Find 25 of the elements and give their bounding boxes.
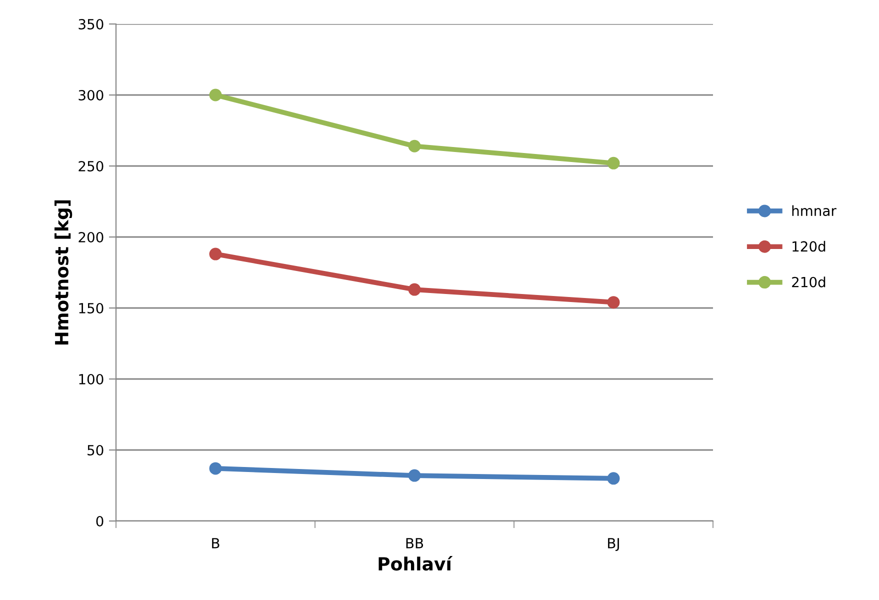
y-tick-label: 200 xyxy=(78,232,104,242)
legend-label: 120d xyxy=(792,240,826,252)
y-tick-label: 50 xyxy=(88,444,104,456)
point xyxy=(607,472,620,485)
point xyxy=(408,283,421,296)
point xyxy=(408,140,421,152)
y-tick-label: 150 xyxy=(79,302,104,314)
point xyxy=(209,462,222,475)
point xyxy=(607,296,620,309)
x-tick-label: BB xyxy=(406,538,424,548)
legend-label: hmnar xyxy=(792,205,836,216)
y-tick-label: 300 xyxy=(78,90,104,100)
x-tick-label: BJ xyxy=(608,538,619,551)
point xyxy=(408,469,421,482)
y-tick-label: 0 xyxy=(96,516,104,526)
legend-label: 210d xyxy=(792,276,826,288)
y-axis-title: Hmotnost [kg] xyxy=(54,200,72,344)
y-tick-label: 250 xyxy=(78,160,104,172)
y-tick-label: 100 xyxy=(79,374,104,384)
y-tick-label: 350 xyxy=(78,18,104,30)
point xyxy=(209,248,222,260)
x-tick-label: B xyxy=(212,538,220,548)
point xyxy=(209,88,222,102)
x-axis-title: Pohlaví xyxy=(378,556,453,571)
point xyxy=(607,156,620,170)
